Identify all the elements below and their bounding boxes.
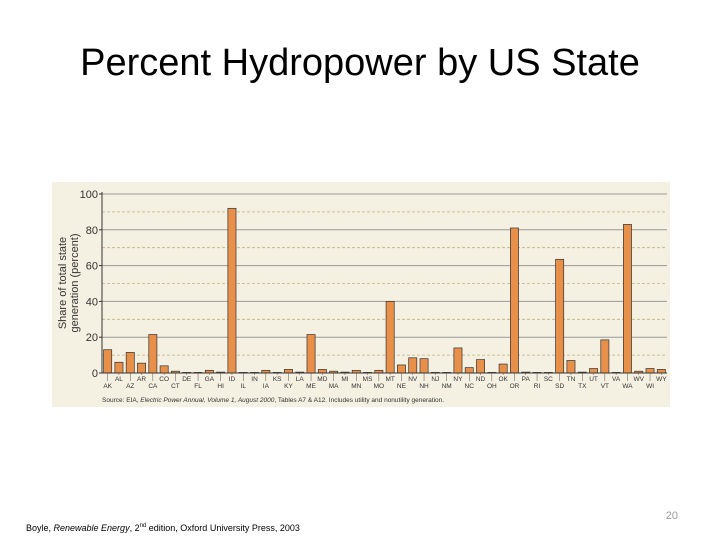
x-tick-label: WY xyxy=(656,376,667,383)
x-tick-label: ME xyxy=(306,383,316,390)
bar-ne xyxy=(397,364,406,374)
bar-wa xyxy=(623,224,632,374)
bar-wy xyxy=(656,369,666,374)
x-tick-label: NJ xyxy=(431,376,439,383)
x-tick-label: OR xyxy=(510,383,520,390)
source-note: Source: EIA, Electric Power Annual, Volu… xyxy=(102,397,444,404)
bar-az xyxy=(125,352,135,374)
bar-al xyxy=(114,361,124,374)
x-tick-label: HI xyxy=(217,383,224,390)
x-tick-label: IN xyxy=(251,376,258,383)
x-tick-label: FL xyxy=(194,383,202,390)
citation: Boyle, Renewable Energy, 2nd edition, Ox… xyxy=(26,523,300,533)
y-axis-label-line1: Share of total state xyxy=(57,237,69,329)
x-tick-label: MN xyxy=(351,383,361,390)
x-tick-label: NC xyxy=(465,383,475,390)
y-tick-label: 40 xyxy=(86,296,98,308)
bar-ny xyxy=(453,347,463,374)
x-tick-label: ID xyxy=(229,376,236,383)
x-tick-label: IA xyxy=(263,383,270,390)
x-tick-label: TX xyxy=(578,383,587,390)
bar-ar xyxy=(137,362,146,374)
y-tick-label: 20 xyxy=(86,332,98,344)
x-tick-label: GA xyxy=(205,376,215,383)
bar-wi xyxy=(645,368,655,374)
x-tick-label: KS xyxy=(273,376,282,383)
bar-me xyxy=(306,334,316,374)
x-tick-label: WV xyxy=(634,376,645,383)
x-tick-label: OK xyxy=(498,376,508,383)
x-tick-label: PA xyxy=(522,376,531,383)
citation-book: Renewable Energy xyxy=(53,523,130,533)
bar-md xyxy=(317,369,327,374)
x-tick-label: RI xyxy=(534,383,541,390)
x-tick-label: DE xyxy=(182,376,192,383)
x-tick-label: LA xyxy=(296,376,305,383)
slide-number: 20 xyxy=(665,510,678,522)
x-tick-label: NE xyxy=(397,383,407,390)
bar-ak xyxy=(103,349,113,374)
x-tick-label: MO xyxy=(374,383,384,390)
x-tick-label: NY xyxy=(453,376,463,383)
bar-or xyxy=(510,227,519,374)
y-tick-label: 60 xyxy=(86,261,98,273)
bar-nv xyxy=(408,357,418,374)
bar-nc xyxy=(464,367,474,374)
x-tick-label: NM xyxy=(442,383,452,390)
y-tick-label: 100 xyxy=(80,189,98,201)
bar-tn xyxy=(566,360,576,374)
bar-mt xyxy=(385,301,395,374)
bar-vt xyxy=(600,339,610,374)
x-tick-label: CT xyxy=(171,383,180,390)
x-tick-label: WI xyxy=(646,383,654,390)
x-tick-label: MI xyxy=(341,376,348,383)
x-tick-label: WA xyxy=(622,383,633,390)
x-tick-label: SD xyxy=(555,383,564,390)
bar-ca xyxy=(148,334,158,374)
x-tick-label: AK xyxy=(103,383,112,390)
x-tick-label: UT xyxy=(589,376,598,383)
bar-sd xyxy=(555,258,565,374)
x-tick-label: TN xyxy=(567,376,576,383)
bar-co xyxy=(159,365,169,374)
x-tick-label: ND xyxy=(476,376,486,383)
y-tick-label: 80 xyxy=(86,225,98,237)
x-tick-label: CO xyxy=(159,376,169,383)
x-tick-label: AL xyxy=(115,376,123,383)
x-tick-label: OH xyxy=(487,383,497,390)
x-tick-label: NV xyxy=(408,376,418,383)
x-tick-label: KY xyxy=(284,383,293,390)
citation-edition-sup: nd xyxy=(139,523,147,529)
citation-author: Boyle, xyxy=(26,523,54,533)
bar-ok xyxy=(498,363,508,374)
x-tick-label: IL xyxy=(241,383,247,390)
x-tick-label: MT xyxy=(385,376,394,383)
bar-id xyxy=(227,207,237,374)
x-tick-label: CA xyxy=(148,383,158,390)
x-tick-label: MS xyxy=(363,376,373,383)
x-tick-label: AZ xyxy=(126,383,134,390)
x-tick-label: VA xyxy=(612,376,621,383)
slide-title: Percent Hydropower by US State xyxy=(80,42,640,84)
bar-ky xyxy=(284,369,293,374)
bar-nh xyxy=(419,358,429,374)
bar-nd xyxy=(476,359,485,374)
x-tick-label: VT xyxy=(601,383,609,390)
x-tick-label: SC xyxy=(544,376,553,383)
x-tick-label: MA xyxy=(329,383,339,390)
citation-edition-pre: , 2 xyxy=(129,523,140,533)
citation-edition-post: edition, Oxford University Press, 2003 xyxy=(146,523,300,533)
y-axis-label-line2: generation (percent) xyxy=(69,233,81,332)
x-tick-label: NH xyxy=(419,383,429,390)
x-tick-label: MD xyxy=(317,376,327,383)
chart-figure: 0 20 40 60 80 100 AK AL AZ AR CA CO CT DE FL GA HI ID IL IN… xyxy=(52,182,670,407)
y-tick-label: 0 xyxy=(92,368,98,380)
x-tick-label: AR xyxy=(137,376,146,383)
bar-ut xyxy=(589,368,598,374)
